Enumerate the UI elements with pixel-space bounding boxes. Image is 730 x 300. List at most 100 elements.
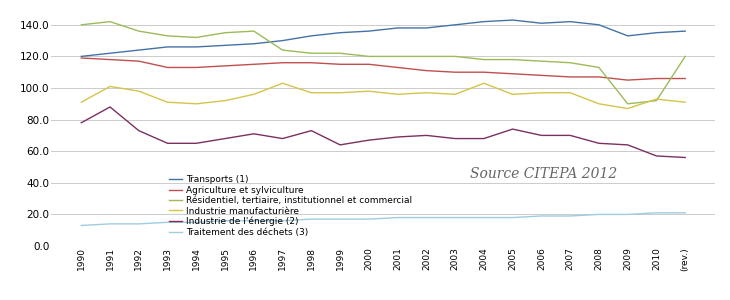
Traitement des déchets (3) — [307, 217, 316, 221]
Résidentiel, tertiaire, institutionnel et commercial — [393, 55, 402, 58]
Traitement des déchets (3) — [364, 217, 373, 221]
Line: Transports (1): Transports (1) — [81, 20, 685, 56]
Industrie de l'énergie (2) — [250, 132, 258, 136]
Traitement des déchets (3) — [594, 213, 603, 216]
Industrie manufacturière — [278, 82, 287, 85]
Agriculture et sylviculture — [250, 62, 258, 66]
Transports (1) — [652, 31, 661, 34]
Transports (1) — [250, 42, 258, 46]
Industrie de l'énergie (2) — [134, 129, 143, 133]
Text: Source CITEPA 2012: Source CITEPA 2012 — [469, 167, 617, 181]
Résidentiel, tertiaire, institutionnel et commercial — [336, 51, 345, 55]
Résidentiel, tertiaire, institutionnel et commercial — [364, 55, 373, 58]
Industrie manufacturière — [594, 102, 603, 106]
Traitement des déchets (3) — [681, 211, 690, 214]
Transports (1) — [134, 48, 143, 52]
Industrie manufacturière — [364, 89, 373, 93]
Agriculture et sylviculture — [623, 78, 632, 82]
Résidentiel, tertiaire, institutionnel et commercial — [422, 55, 431, 58]
Transports (1) — [508, 18, 517, 22]
Résidentiel, tertiaire, institutionnel et commercial — [250, 29, 258, 33]
Line: Traitement des déchets (3): Traitement des déchets (3) — [81, 213, 685, 226]
Agriculture et sylviculture — [134, 59, 143, 63]
Industrie de l'énergie (2) — [278, 137, 287, 140]
Agriculture et sylviculture — [336, 62, 345, 66]
Industrie manufacturière — [164, 100, 172, 104]
Traitement des déchets (3) — [537, 214, 546, 218]
Transports (1) — [106, 51, 115, 55]
Résidentiel, tertiaire, institutionnel et commercial — [134, 29, 143, 33]
Traitement des déchets (3) — [508, 216, 517, 219]
Agriculture et sylviculture — [508, 72, 517, 76]
Traitement des déchets (3) — [250, 219, 258, 223]
Industrie de l'énergie (2) — [450, 137, 459, 140]
Industrie manufacturière — [537, 91, 546, 94]
Line: Résidentiel, tertiaire, institutionnel et commercial: Résidentiel, tertiaire, institutionnel e… — [81, 22, 685, 104]
Industrie manufacturière — [450, 92, 459, 96]
Industrie de l'énergie (2) — [623, 143, 632, 147]
Industrie de l'énergie (2) — [681, 156, 690, 159]
Résidentiel, tertiaire, institutionnel et commercial — [652, 99, 661, 102]
Agriculture et sylviculture — [566, 75, 575, 79]
Transports (1) — [537, 21, 546, 25]
Traitement des déchets (3) — [134, 222, 143, 226]
Agriculture et sylviculture — [594, 75, 603, 79]
Line: Industrie manufacturière: Industrie manufacturière — [81, 83, 685, 109]
Résidentiel, tertiaire, institutionnel et commercial — [192, 36, 201, 39]
Résidentiel, tertiaire, institutionnel et commercial — [623, 102, 632, 106]
Industrie de l'énergie (2) — [652, 154, 661, 158]
Industrie manufacturière — [77, 100, 85, 104]
Industrie manufacturière — [250, 92, 258, 96]
Industrie de l'énergie (2) — [106, 105, 115, 109]
Transports (1) — [422, 26, 431, 30]
Transports (1) — [77, 55, 85, 58]
Industrie manufacturière — [393, 92, 402, 96]
Résidentiel, tertiaire, institutionnel et commercial — [278, 48, 287, 52]
Résidentiel, tertiaire, institutionnel et commercial — [594, 66, 603, 69]
Traitement des déchets (3) — [336, 217, 345, 221]
Agriculture et sylviculture — [422, 69, 431, 72]
Industrie de l'énergie (2) — [480, 137, 488, 140]
Agriculture et sylviculture — [364, 62, 373, 66]
Transports (1) — [336, 31, 345, 34]
Traitement des déchets (3) — [480, 216, 488, 219]
Transports (1) — [566, 20, 575, 23]
Traitement des déchets (3) — [450, 216, 459, 219]
Transports (1) — [192, 45, 201, 49]
Transports (1) — [681, 29, 690, 33]
Industrie manufacturière — [422, 91, 431, 94]
Résidentiel, tertiaire, institutionnel et commercial — [537, 59, 546, 63]
Résidentiel, tertiaire, institutionnel et commercial — [566, 61, 575, 64]
Industrie de l'énergie (2) — [508, 127, 517, 131]
Agriculture et sylviculture — [77, 56, 85, 60]
Transports (1) — [450, 23, 459, 27]
Agriculture et sylviculture — [278, 61, 287, 64]
Transports (1) — [364, 29, 373, 33]
Transports (1) — [307, 34, 316, 38]
Traitement des déchets (3) — [566, 214, 575, 218]
Transports (1) — [393, 26, 402, 30]
Industrie manufacturière — [307, 91, 316, 94]
Agriculture et sylviculture — [681, 77, 690, 80]
Traitement des déchets (3) — [393, 216, 402, 219]
Traitement des déchets (3) — [220, 219, 229, 223]
Industrie de l'énergie (2) — [336, 143, 345, 147]
Agriculture et sylviculture — [192, 66, 201, 69]
Traitement des déchets (3) — [192, 220, 201, 224]
Agriculture et sylviculture — [307, 61, 316, 64]
Industrie de l'énergie (2) — [594, 142, 603, 145]
Industrie manufacturière — [336, 91, 345, 94]
Legend: Transports (1), Agriculture et sylviculture, Résidentiel, tertiaire, institution: Transports (1), Agriculture et sylvicult… — [169, 176, 412, 237]
Agriculture et sylviculture — [106, 58, 115, 61]
Agriculture et sylviculture — [652, 77, 661, 80]
Industrie de l'énergie (2) — [220, 137, 229, 140]
Traitement des déchets (3) — [164, 220, 172, 224]
Industrie de l'énergie (2) — [566, 134, 575, 137]
Agriculture et sylviculture — [393, 66, 402, 69]
Transports (1) — [594, 23, 603, 27]
Résidentiel, tertiaire, institutionnel et commercial — [480, 58, 488, 61]
Traitement des déchets (3) — [652, 211, 661, 214]
Transports (1) — [480, 20, 488, 23]
Résidentiel, tertiaire, institutionnel et commercial — [450, 55, 459, 58]
Traitement des déchets (3) — [77, 224, 85, 227]
